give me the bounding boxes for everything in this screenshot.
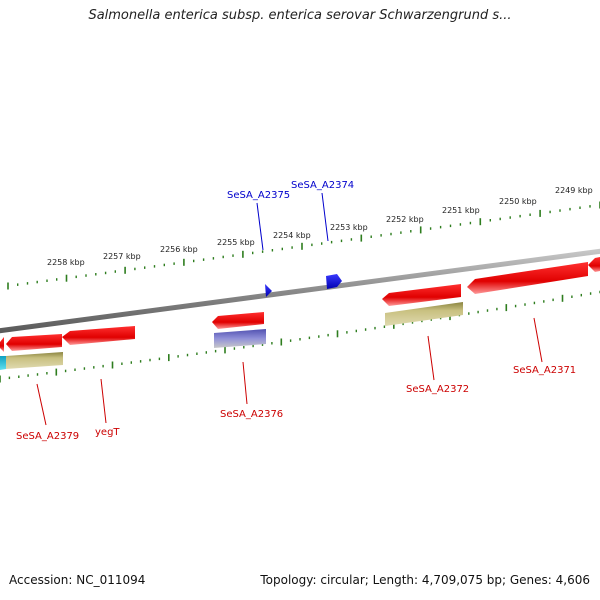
gene-arrow-sesa-a2375[interactable] <box>265 284 272 297</box>
gene-arrow-yegt[interactable] <box>62 326 135 345</box>
genome-summary-text: Topology: circular; Length: 4,709,075 bp… <box>260 573 590 587</box>
scale-label-2250: 2250 kbp <box>499 197 537 206</box>
genome-backbone <box>0 248 600 334</box>
scale-label-2253: 2253 kbp <box>330 223 368 232</box>
gene-arrow-sesa-a2371[interactable] <box>467 262 588 294</box>
gene-arrow-sesa-a2374[interactable] <box>326 274 342 289</box>
gene-label-sesa-a2372[interactable]: SeSA_A2372 <box>406 384 469 395</box>
gene-label-sesa-a2376[interactable]: SeSA_A2376 <box>220 409 283 420</box>
gene-label-sesa-a2379[interactable]: SeSA_A2379 <box>16 431 79 442</box>
gene-label-sesa-a2371[interactable]: SeSA_A2371 <box>513 365 576 376</box>
feature-bar-cyan <box>0 356 6 370</box>
scale-label-2249: 2249 kbp <box>555 186 593 195</box>
gene-label-sesa-a2375[interactable]: SeSA_A2375 <box>227 190 290 201</box>
inner-scale-ticks <box>0 290 600 383</box>
leader-line-sesa-a2376 <box>242 361 248 405</box>
leader-line-yegt <box>100 378 107 424</box>
leader-line-sesa-a2375 <box>256 202 264 251</box>
scale-label-2256: 2256 kbp <box>160 245 198 254</box>
feature-bar-sesa-a2376 <box>214 329 266 348</box>
scale-label-2258: 2258 kbp <box>47 258 85 267</box>
scale-label-2252: 2252 kbp <box>386 215 424 224</box>
scale-label-2251: 2251 kbp <box>442 206 480 215</box>
gene-arrow-reverse[interactable] <box>0 337 4 352</box>
map-title: Salmonella enterica subsp. enterica sero… <box>88 8 512 23</box>
gene-label-yegt[interactable]: yegT <box>95 427 120 438</box>
scale-label-2255: 2255 kbp <box>217 238 255 247</box>
leader-line-sesa-a2371 <box>533 317 543 363</box>
scale-label-2257: 2257 kbp <box>103 252 141 261</box>
feature-bar-sesa-a2372 <box>385 302 463 326</box>
outer-scale-ticks <box>7 201 600 290</box>
gene-arrow-sesa-a2376[interactable] <box>212 312 264 329</box>
leader-line-sesa-a2379 <box>36 383 47 426</box>
gene-arrow-sesa-a2379[interactable] <box>6 334 62 351</box>
gene-arrow-edge[interactable] <box>588 257 600 272</box>
scale-label-2254: 2254 kbp <box>273 231 311 240</box>
feature-bar-sesa-a2379 <box>6 352 63 369</box>
gene-label-sesa-a2374[interactable]: SeSA_A2374 <box>291 180 354 191</box>
leader-line-sesa-a2374 <box>321 192 329 242</box>
gene-arrow-sesa-a2372[interactable] <box>382 284 461 306</box>
accession-text: Accession: NC_011094 <box>9 573 146 587</box>
leader-line-sesa-a2372 <box>427 335 435 381</box>
